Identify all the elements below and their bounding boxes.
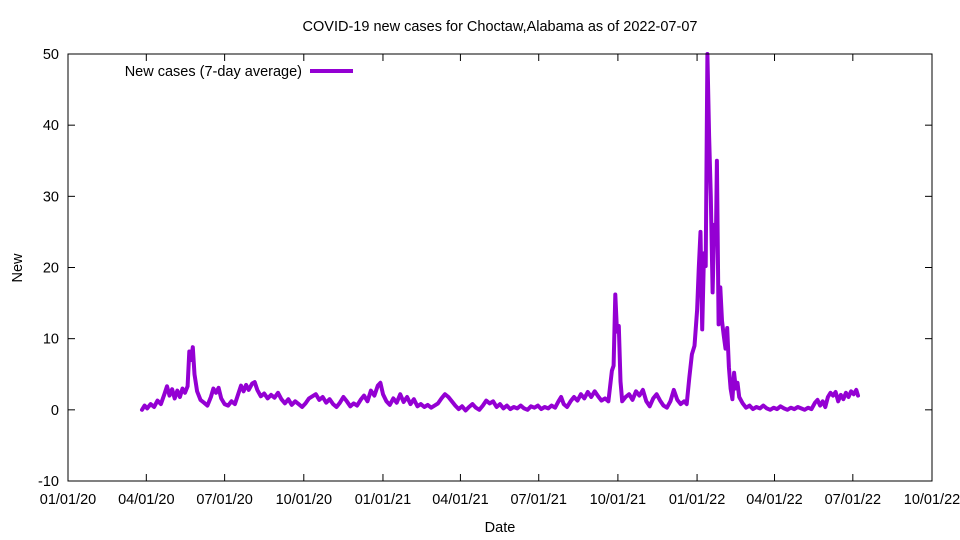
y-tick-label-0: -10 [38,474,59,490]
y-axis-label: New [10,253,26,283]
x-tick-label-9: 04/01/22 [746,492,802,508]
x-tick-label-0: 01/01/20 [40,492,96,508]
y-tick-label-6: 50 [43,47,59,63]
legend: New cases (7-day average) [125,64,353,80]
tick-marks [67,53,933,482]
x-tick-label-6: 07/01/21 [510,492,566,508]
x-tick-label-2: 07/01/20 [196,492,252,508]
x-axis-label: Date [485,520,516,536]
plot-area [140,52,860,413]
x-tick-label-1: 04/01/20 [118,492,174,508]
x-tick-label-11: 10/01/22 [904,492,960,508]
x-tick-label-3: 10/01/20 [276,492,332,508]
y-tick-label-1: 0 [51,403,59,419]
chart-title: COVID-19 new cases for Choctaw,Alabama a… [303,19,698,35]
x-tick-label-7: 10/01/21 [590,492,646,508]
y-tick-label-3: 20 [43,261,59,277]
y-tick-labels: -10 0 10 20 30 40 50 [38,47,59,490]
x-tick-label-8: 01/01/22 [669,492,725,508]
x-tick-label-4: 01/01/21 [355,492,411,508]
x-tick-labels: 01/01/20 04/01/20 07/01/20 10/01/20 01/01/21… [40,492,960,508]
y-tick-label-5: 40 [43,118,59,134]
legend-label: New cases (7-day average) [125,64,302,80]
plot-frame [67,53,933,482]
y-tick-label-2: 10 [43,332,59,348]
series-line [140,52,860,413]
x-tick-label-5: 04/01/21 [432,492,488,508]
x-tick-label-10: 07/01/22 [825,492,881,508]
y-tick-label-4: 30 [43,189,59,205]
